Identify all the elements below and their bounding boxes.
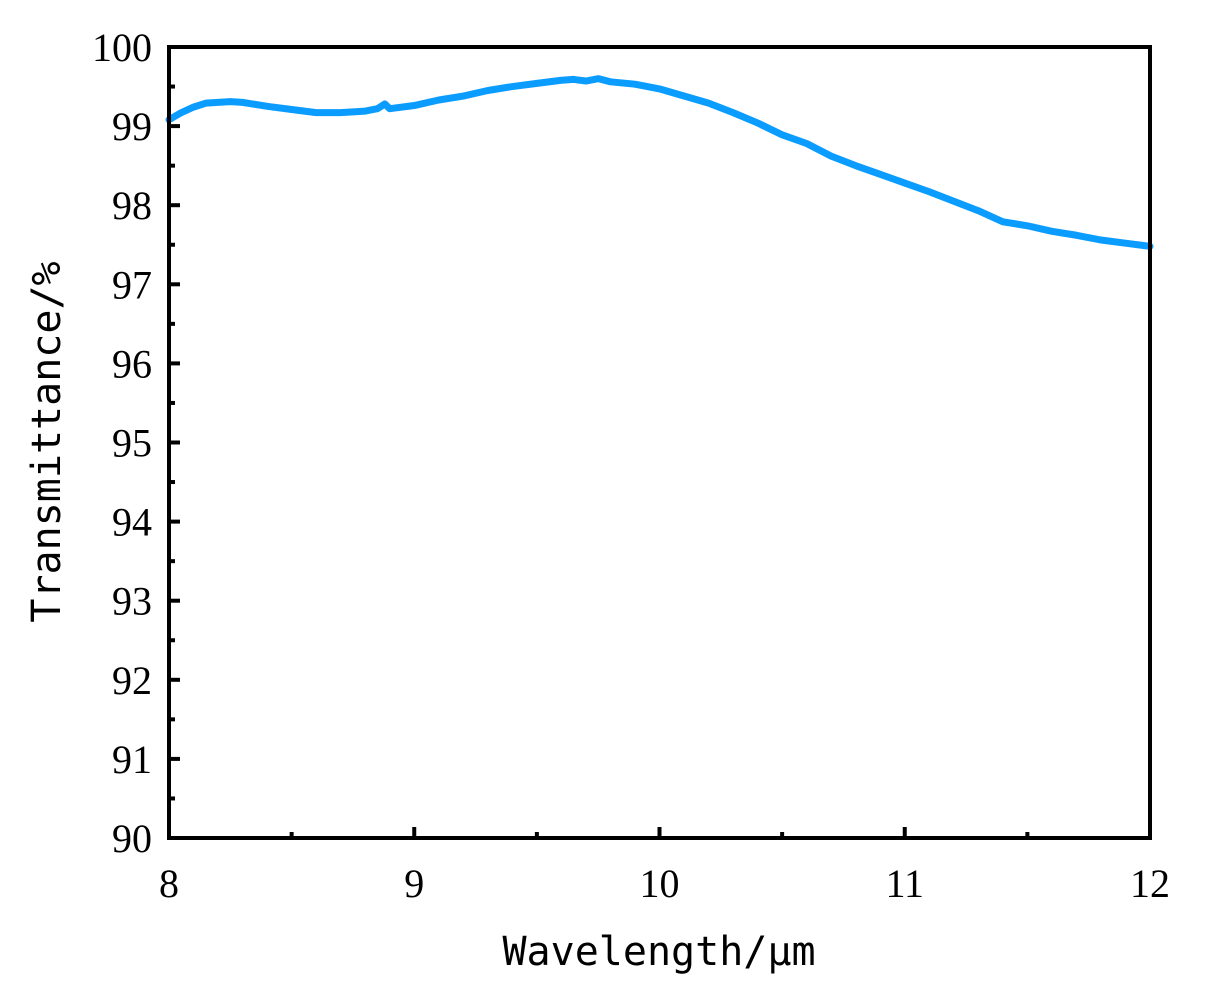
y-tick-label: 97 (112, 262, 152, 307)
y-tick-label: 99 (112, 104, 152, 149)
y-tick-label: 98 (112, 183, 152, 228)
y-tick-label: 100 (92, 25, 152, 70)
x-tick-label: 11 (885, 861, 924, 906)
plot-frame (167, 45, 1152, 840)
x-tick-label: 9 (404, 861, 424, 906)
x-axis-title: Wavelength/μm (502, 929, 815, 975)
y-tick-labels: 90 91 92 93 94 95 96 97 98 99 100 (92, 25, 152, 861)
x-tick-label: 10 (640, 861, 680, 906)
y-tick-label: 95 (112, 421, 152, 466)
x-tick-label: 8 (159, 861, 179, 906)
y-tick-label: 90 (112, 816, 152, 861)
y-tick-label: 93 (112, 579, 152, 624)
series-line-1 (165, 75, 1154, 250)
y-tick-label: 94 (112, 500, 152, 545)
y-axis-title: Transmittance/% (24, 261, 70, 622)
y-tick-label: 96 (112, 341, 152, 386)
x-tick-labels: 8 9 10 11 12 (159, 861, 1170, 906)
x-tick-label: 12 (1130, 861, 1170, 906)
y-tick-label: 91 (112, 737, 152, 782)
y-tick-label: 92 (112, 658, 152, 703)
series-layer (165, 75, 1154, 250)
